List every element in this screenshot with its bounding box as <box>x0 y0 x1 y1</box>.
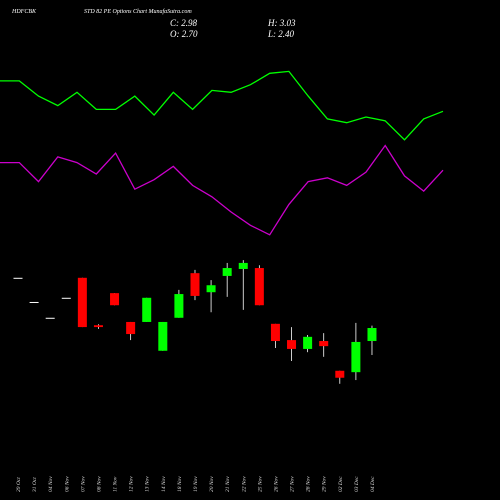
x-tick-label: 04 Dec <box>369 476 376 492</box>
candle-body <box>13 277 23 279</box>
x-tick-label: 12 Nov <box>129 476 135 492</box>
x-tick-label: 29 Nov <box>322 476 328 492</box>
open-label: O: 2.70 <box>170 29 198 39</box>
x-tick-label: 29 Oct <box>16 477 22 492</box>
x-tick-label: 14 Nov <box>160 476 167 492</box>
x-tick-label: 08 Nov <box>96 476 102 492</box>
candle-body <box>303 336 313 349</box>
x-tick-label: 25 Nov <box>257 476 263 492</box>
x-tick-label: 28 Nov <box>306 476 312 492</box>
candle-body <box>110 293 120 306</box>
x-tick-label: 02 Dec <box>338 476 344 492</box>
candle-body <box>206 285 216 293</box>
chart-title: STD 82 PE Options Chart MunafaSutra.com <box>84 8 192 15</box>
indicator-line <box>0 70 444 141</box>
x-tick-label: 11 Nov <box>113 476 119 492</box>
x-tick-label: 13 Nov <box>145 476 151 492</box>
x-tick-label: 04 Nov <box>47 476 54 492</box>
candle-body <box>367 328 377 342</box>
candle-body <box>319 341 329 347</box>
candle-body <box>142 297 152 322</box>
candle-body <box>158 321 168 351</box>
candle-body <box>351 341 361 373</box>
x-tick-label: 20 Nov <box>209 476 215 492</box>
candle-body <box>287 340 297 349</box>
symbol: HDFCBK <box>11 9 37 15</box>
x-tick-label: 21 Nov <box>225 476 231 492</box>
x-tick-label: 22 Nov <box>241 476 247 492</box>
x-tick-label: 27 Nov <box>290 476 296 492</box>
close-label: C: 2.98 <box>170 18 198 28</box>
candle-body <box>174 294 184 318</box>
x-tick-label: 19 Nov <box>193 476 199 492</box>
candle-body <box>335 370 345 378</box>
candle-body <box>254 268 264 306</box>
low-label: L: 2.40 <box>267 29 295 39</box>
candle-body <box>270 323 280 342</box>
candle-body <box>93 325 103 328</box>
x-tick-label: 03 Dec <box>354 476 360 492</box>
x-tick-label: 07 Nov <box>80 476 86 492</box>
x-tick-label: 06 Nov <box>64 476 70 492</box>
candle-body <box>238 262 248 269</box>
candle-body <box>190 273 200 296</box>
candle-body <box>45 317 55 319</box>
indicator-line <box>0 144 444 236</box>
x-tick-label: 31 Oct <box>32 477 38 493</box>
candle-body <box>61 297 71 299</box>
x-tick-label: 26 Nov <box>273 476 279 492</box>
x-tick-label: 18 Nov <box>177 476 183 492</box>
candle-body <box>29 301 39 303</box>
candle-body <box>126 321 136 335</box>
high-label: H: 3.03 <box>267 18 296 28</box>
candle-body <box>77 277 87 328</box>
candle-body <box>222 268 232 276</box>
